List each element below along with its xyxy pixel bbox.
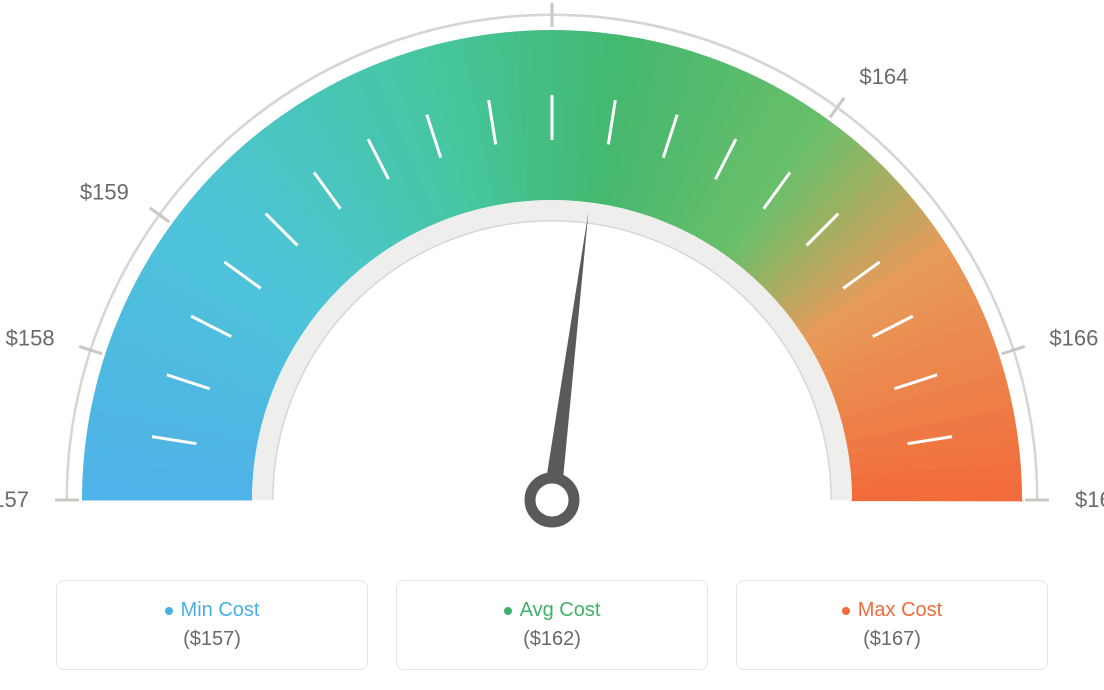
tick-label: $157 (0, 487, 29, 512)
legend-value: ($162) (397, 628, 707, 651)
legend-label: Max Cost (858, 599, 942, 622)
legend-value: ($167) (737, 628, 1047, 651)
legend-dot-icon (165, 607, 173, 615)
legend-row: Min Cost ($157) Avg Cost ($162) Max Cost ($16… (0, 580, 1104, 670)
legend-value: ($157) (57, 628, 367, 651)
legend-label: Avg Cost (520, 599, 601, 622)
cost-gauge-chart: $157$158$159$162$164$166$167 (0, 0, 1104, 560)
legend-card: Avg Cost ($162) (396, 580, 708, 670)
tick-label: $164 (859, 64, 908, 89)
legend-card: Max Cost ($167) (736, 580, 1048, 670)
legend-label: Min Cost (181, 599, 260, 622)
tick-label: $159 (80, 180, 129, 205)
legend-card: Min Cost ($157) (56, 580, 368, 670)
legend-dot-icon (842, 607, 850, 615)
tick-label: $166 (1049, 325, 1098, 350)
legend-label-row: Max Cost (737, 599, 1047, 622)
tick-label: $158 (6, 325, 55, 350)
gauge-needle (543, 212, 588, 501)
legend-label-row: Avg Cost (397, 599, 707, 622)
legend-label-row: Min Cost (57, 599, 367, 622)
legend-dot-icon (504, 607, 512, 615)
tick-label: $167 (1075, 487, 1104, 512)
gauge-needle-hub (530, 478, 574, 522)
